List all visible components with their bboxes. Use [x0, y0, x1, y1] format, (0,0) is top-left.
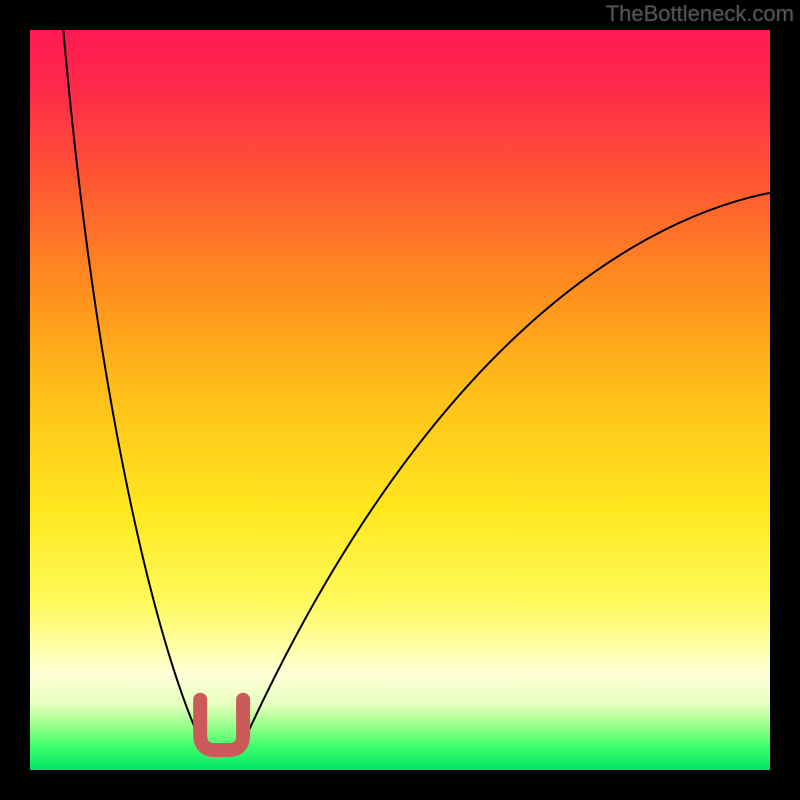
watermark-text: TheBottleneck.com — [606, 1, 794, 27]
bottleneck-curve-chart — [0, 0, 800, 800]
plot-background — [30, 30, 770, 770]
